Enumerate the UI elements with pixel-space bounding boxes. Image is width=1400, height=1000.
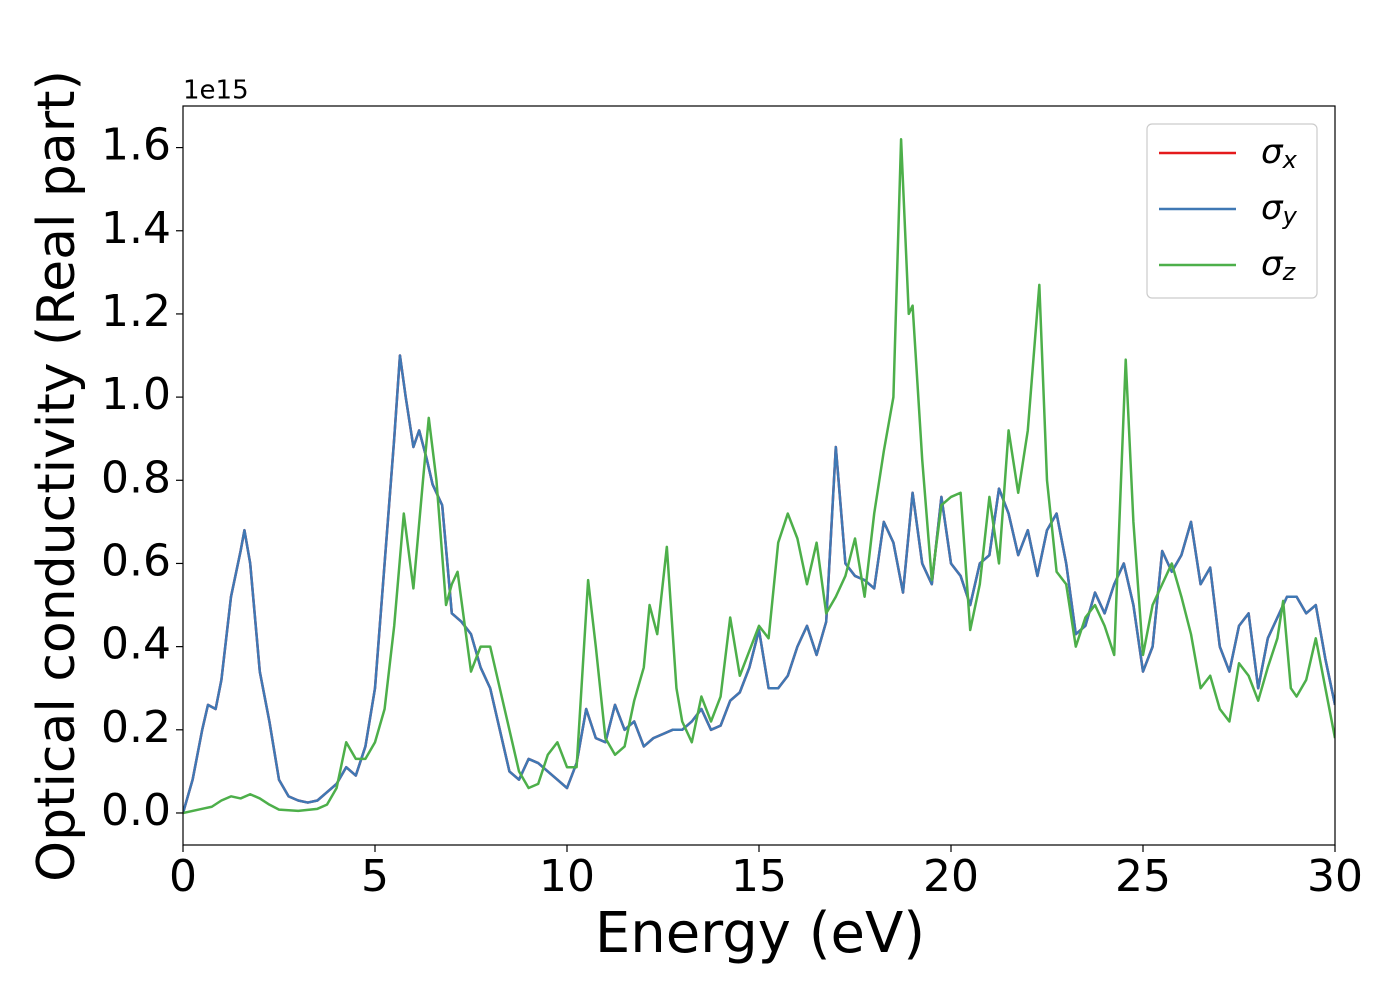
y-tick-label: 0.6 xyxy=(101,535,171,586)
y-tick-label: 1.4 xyxy=(101,203,171,254)
y-tick-label: 1.0 xyxy=(101,369,171,420)
x-tick-label: 10 xyxy=(539,851,595,902)
y-tick-label: 1.6 xyxy=(101,120,171,171)
x-tick-label: 5 xyxy=(361,851,389,902)
y-axis-label: Optical conductivity (Real part) xyxy=(27,70,87,882)
y-tick-label: 0.8 xyxy=(101,452,171,503)
x-tick-label: 0 xyxy=(169,851,197,902)
y-tick-label: 0.0 xyxy=(101,785,171,836)
x-tick-label: 15 xyxy=(731,851,787,902)
legend-label: σx xyxy=(1261,132,1298,175)
y-tick-label: 1.2 xyxy=(101,286,171,337)
legend-label: σz xyxy=(1261,244,1297,287)
data-line xyxy=(183,354,1335,814)
x-tick-label: 25 xyxy=(1115,851,1171,902)
legend-box xyxy=(1146,123,1318,299)
x-axis-label: Energy (eV) xyxy=(595,901,925,966)
y-tick-label: 0.2 xyxy=(101,702,171,753)
data-line xyxy=(183,138,1335,815)
x-tick-label: 30 xyxy=(1307,851,1363,902)
y-tick-label: 0.4 xyxy=(101,619,171,670)
y-offset-label: 1e15 xyxy=(183,76,249,106)
legend: σx σy σz xyxy=(1146,123,1318,299)
x-tick-label: 20 xyxy=(923,851,979,902)
legend-label: σy xyxy=(1261,188,1298,231)
